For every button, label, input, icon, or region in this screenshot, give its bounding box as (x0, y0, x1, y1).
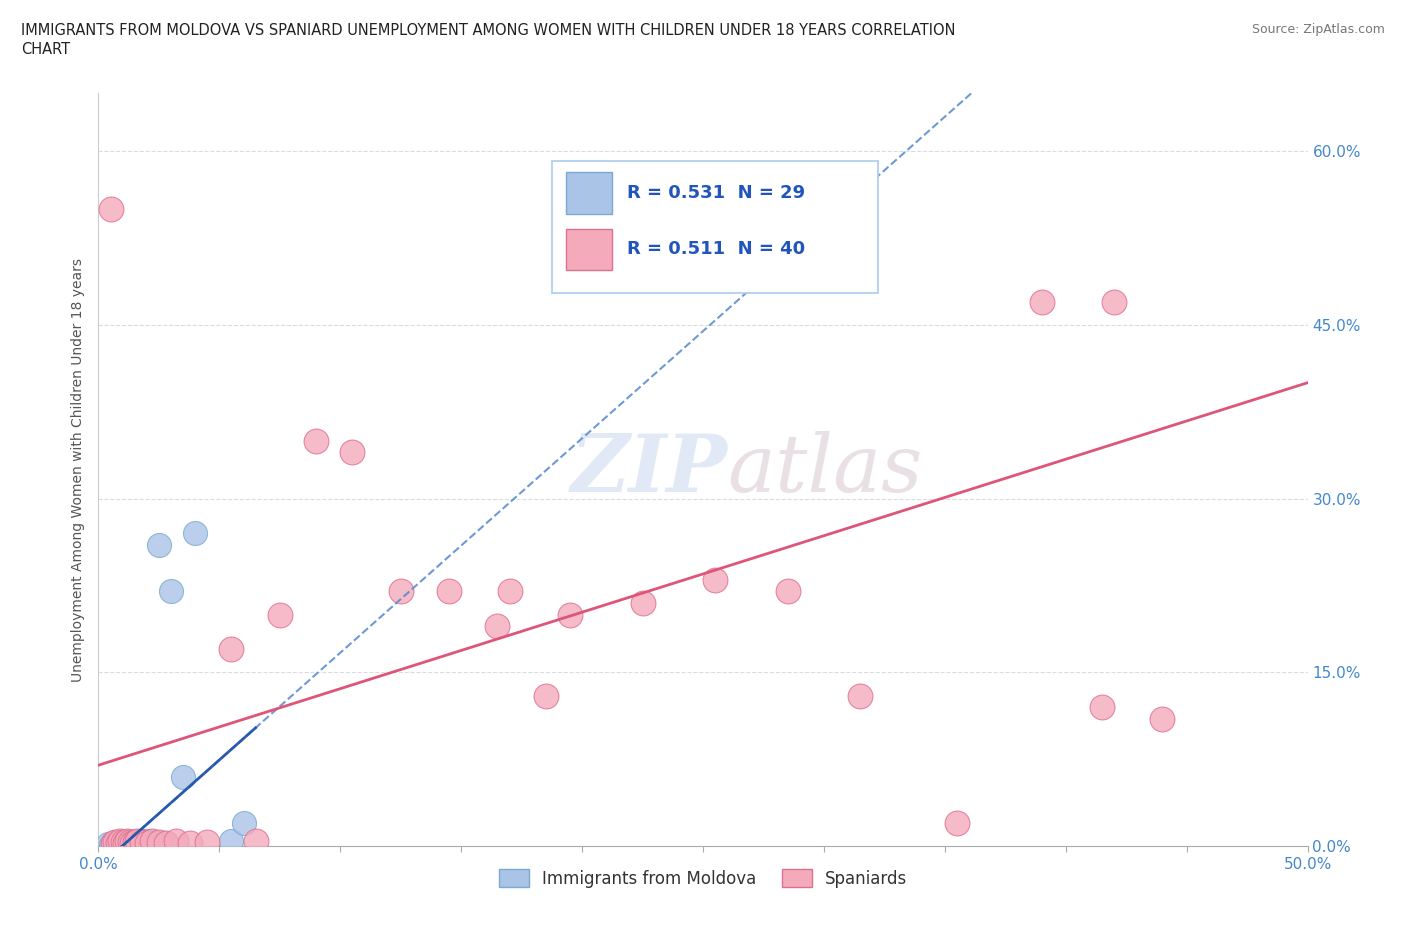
Point (100, 838, 122, 853)
Point (100, 202, 122, 217)
FancyBboxPatch shape (567, 172, 613, 214)
Point (148, 834, 170, 849)
Point (121, 835, 143, 850)
Point (221, 833, 243, 848)
Point (141, 835, 163, 850)
Point (232, 816, 254, 830)
Point (849, 688, 872, 703)
Point (111, 834, 134, 849)
Point (179, 835, 201, 850)
Point (437, 584, 460, 599)
Point (172, 769, 194, 784)
Point (160, 584, 183, 599)
FancyBboxPatch shape (551, 161, 879, 293)
Point (389, 584, 412, 599)
Point (141, 833, 163, 848)
Point (148, 538, 170, 552)
Point (104, 837, 127, 852)
Point (776, 584, 799, 599)
Text: R = 0.531  N = 29: R = 0.531 N = 29 (627, 184, 806, 202)
Point (631, 595, 654, 610)
Point (165, 833, 187, 848)
Legend: Immigrants from Moldova, Spaniards: Immigrants from Moldova, Spaniards (492, 862, 914, 895)
Text: atlas: atlas (727, 431, 922, 509)
Point (269, 607, 291, 622)
Point (108, 835, 131, 850)
Point (946, 816, 969, 830)
Point (101, 835, 124, 850)
Point (138, 834, 160, 849)
Point (101, 835, 124, 850)
Point (118, 834, 141, 849)
Point (1152, 711, 1174, 726)
Point (117, 833, 139, 848)
Text: ZIP: ZIP (571, 431, 727, 509)
Point (221, 642, 243, 657)
Point (1102, 294, 1125, 309)
Point (124, 834, 146, 849)
Text: Source: ZipAtlas.com: Source: ZipAtlas.com (1251, 23, 1385, 36)
Point (1091, 699, 1114, 714)
Point (104, 834, 127, 849)
Point (128, 834, 150, 849)
Point (114, 835, 136, 850)
Point (145, 834, 167, 849)
Point (111, 837, 134, 852)
FancyBboxPatch shape (567, 229, 613, 270)
Point (135, 835, 157, 850)
Text: CHART: CHART (21, 42, 70, 57)
Point (124, 833, 146, 848)
Point (127, 835, 149, 850)
Text: R = 0.511  N = 40: R = 0.511 N = 40 (627, 240, 806, 259)
Point (127, 833, 149, 848)
Point (1031, 294, 1053, 309)
Point (134, 834, 156, 849)
Point (155, 835, 177, 850)
Point (107, 837, 129, 852)
Point (195, 834, 218, 849)
Point (704, 572, 727, 587)
Point (131, 833, 153, 848)
Point (342, 445, 364, 459)
Point (534, 688, 557, 703)
Point (108, 833, 131, 848)
Point (498, 584, 520, 599)
Point (486, 618, 509, 633)
Point (245, 833, 267, 848)
Point (305, 433, 328, 448)
Point (114, 835, 136, 850)
Point (111, 834, 134, 849)
Text: IMMIGRANTS FROM MOLDOVA VS SPANIARD UNEMPLOYMENT AMONG WOMEN WITH CHILDREN UNDER: IMMIGRANTS FROM MOLDOVA VS SPANIARD UNEM… (21, 23, 956, 38)
Point (131, 834, 153, 849)
Point (117, 835, 139, 850)
Point (107, 835, 129, 850)
Point (97, 837, 120, 852)
Point (121, 835, 143, 850)
Y-axis label: Unemployment Among Women with Children Under 18 years: Unemployment Among Women with Children U… (72, 258, 86, 682)
Point (184, 526, 207, 541)
Point (118, 834, 141, 849)
Point (135, 833, 157, 848)
Point (558, 607, 581, 622)
Point (124, 834, 146, 849)
Point (155, 835, 177, 850)
